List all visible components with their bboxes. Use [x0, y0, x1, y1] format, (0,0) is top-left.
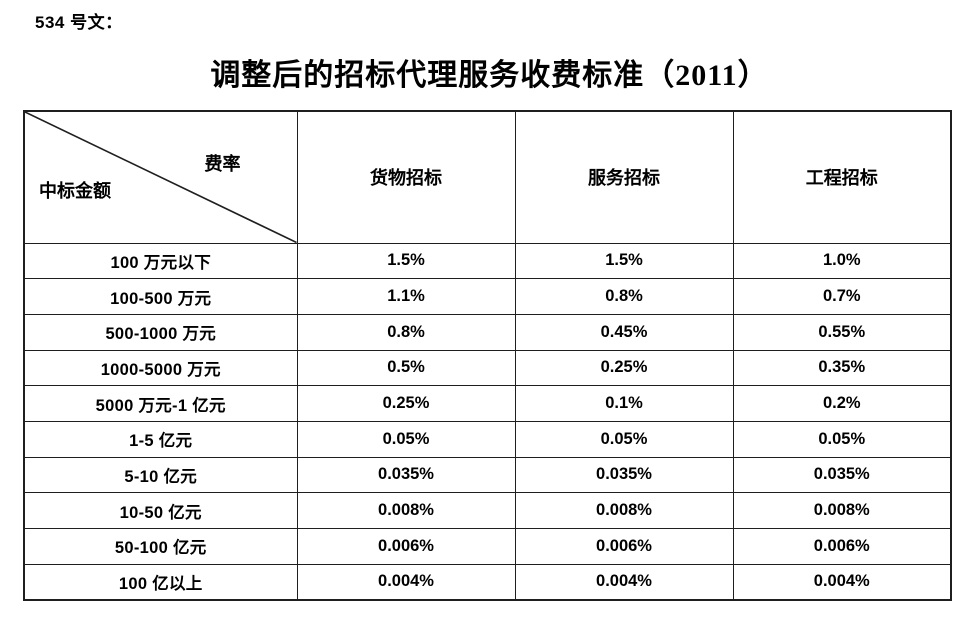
rate-value-cell: 0.8% — [514, 278, 734, 315]
table-row: 50-100 亿元 0.006% 0.006% 0.006% — [23, 528, 952, 565]
rate-value-cell: 0.35% — [732, 349, 952, 387]
rate-value-cell: 1.0% — [732, 242, 952, 280]
table-row: 5000 万元-1 亿元 0.25% 0.1% 0.2% — [23, 385, 952, 422]
row-amount-label: 1-5 亿元 — [23, 420, 298, 458]
column-header: 工程招标 — [732, 110, 952, 244]
column-header: 服务招标 — [514, 110, 734, 244]
rate-value-cell: 0.006% — [732, 528, 952, 565]
rate-value-cell: 1.5% — [296, 242, 516, 280]
table-row: 1-5 亿元 0.05% 0.05% 0.05% — [23, 420, 952, 458]
row-amount-label: 5-10 亿元 — [23, 456, 298, 494]
rate-value-cell: 0.55% — [732, 313, 952, 351]
rate-value-cell: 0.25% — [296, 385, 516, 422]
rate-value-cell: 1.1% — [296, 278, 516, 315]
rate-value-cell: 0.006% — [514, 528, 734, 565]
row-amount-label: 100 万元以下 — [23, 242, 298, 280]
table-row: 5-10 亿元 0.035% 0.035% 0.035% — [23, 456, 952, 494]
rate-value-cell: 0.05% — [296, 420, 516, 458]
rate-value-cell: 0.008% — [732, 492, 952, 529]
rate-value-cell: 0.035% — [514, 456, 734, 494]
page-title: 调整后的招标代理服务收费标准（2011） — [210, 59, 769, 92]
rate-value-cell: 0.7% — [732, 278, 952, 315]
table-row: 100 亿以上 0.004% 0.004% 0.004% — [23, 563, 952, 601]
row-amount-label: 100 亿以上 — [23, 563, 298, 601]
diagonal-divider-line — [25, 112, 297, 243]
rate-value-cell: 0.05% — [732, 420, 952, 458]
corner-label-rate: 费率 — [204, 154, 241, 174]
table-row: 10-50 亿元 0.008% 0.008% 0.008% — [23, 492, 952, 529]
row-amount-label: 500-1000 万元 — [23, 313, 298, 351]
fee-rate-table: 费率 中标金额 货物招标 服务招标 工程招标 100 万元以下 1.5% 1.5% 1.0… — [23, 110, 952, 601]
rate-value-cell: 0.006% — [296, 528, 516, 565]
corner-label-amount: 中标金额 — [39, 180, 111, 201]
fee-table-body: 100 万元以下 1.5% 1.5% 1.0% 100-500 万元 1.1% 0.8% 0.… — [23, 242, 952, 601]
rate-value-cell: 0.004% — [732, 563, 952, 601]
rate-value-cell: 0.1% — [514, 385, 734, 422]
rate-value-cell: 0.25% — [514, 349, 734, 387]
table-row: 500-1000 万元 0.8% 0.45% 0.55% — [23, 313, 952, 351]
column-header: 货物招标 — [296, 110, 516, 244]
row-amount-label: 5000 万元-1 亿元 — [23, 385, 298, 422]
rate-value-cell: 0.2% — [732, 385, 952, 422]
row-amount-label: 50-100 亿元 — [23, 528, 298, 565]
table-row: 100 万元以下 1.5% 1.5% 1.0% — [23, 242, 952, 280]
rate-value-cell: 0.035% — [296, 456, 516, 494]
rate-value-cell: 0.8% — [296, 313, 516, 351]
rate-value-cell: 0.004% — [514, 563, 734, 601]
rate-value-cell: 0.5% — [296, 349, 516, 387]
rate-value-cell: 0.05% — [514, 420, 734, 458]
doc-number-label: 534 号文： — [35, 13, 123, 32]
rate-value-cell: 0.004% — [296, 563, 516, 601]
table-header-row: 费率 中标金额 货物招标 服务招标 工程招标 — [23, 110, 952, 244]
table-row: 100-500 万元 1.1% 0.8% 0.7% — [23, 278, 952, 315]
table-row: 1000-5000 万元 0.5% 0.25% 0.35% — [23, 349, 952, 387]
rate-value-cell: 0.008% — [296, 492, 516, 529]
row-amount-label: 100-500 万元 — [23, 278, 298, 315]
rate-value-cell: 1.5% — [514, 242, 734, 280]
diagonal-corner-cell: 费率 中标金额 — [23, 110, 298, 244]
rate-value-cell: 0.035% — [732, 456, 952, 494]
rate-value-cell: 0.008% — [514, 492, 734, 529]
row-amount-label: 10-50 亿元 — [23, 492, 298, 529]
rate-value-cell: 0.45% — [514, 313, 734, 351]
row-amount-label: 1000-5000 万元 — [23, 349, 298, 387]
